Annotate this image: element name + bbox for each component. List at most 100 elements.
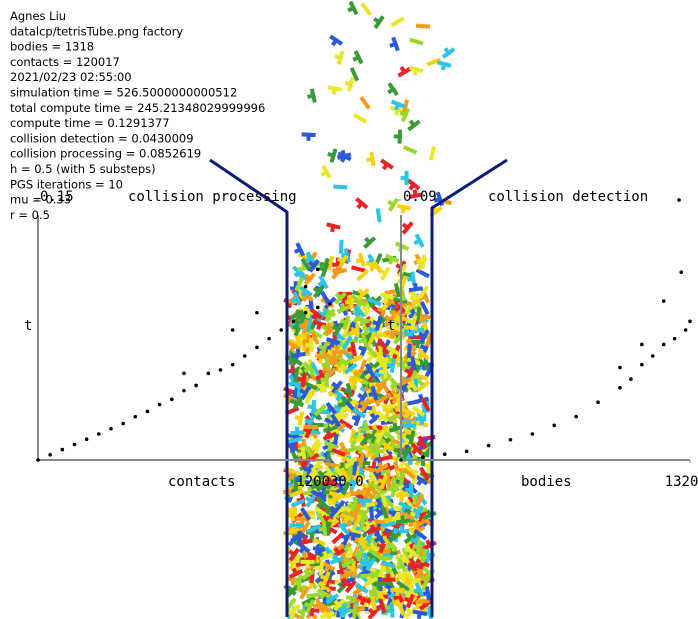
tetris-piece bbox=[341, 556, 356, 569]
tetris-piece bbox=[289, 398, 305, 410]
tetris-piece bbox=[410, 442, 424, 456]
tetris-piece bbox=[312, 546, 328, 556]
piece-stem bbox=[419, 569, 424, 579]
tetris-piece bbox=[407, 562, 423, 569]
piece-bar bbox=[338, 239, 344, 254]
piece-stem bbox=[319, 590, 327, 600]
tetris-piece bbox=[420, 548, 428, 564]
data-point bbox=[530, 432, 535, 436]
piece-bar bbox=[379, 340, 390, 355]
piece-bar bbox=[420, 548, 428, 564]
tetris-piece bbox=[287, 603, 301, 616]
tetris-piece bbox=[398, 500, 413, 513]
data-point bbox=[442, 452, 447, 457]
piece-stem bbox=[290, 295, 300, 303]
piece-stem bbox=[392, 593, 402, 601]
piece-bar bbox=[367, 331, 377, 346]
tetris-piece bbox=[371, 259, 383, 274]
tetris-piece bbox=[317, 275, 329, 290]
tetris-piece bbox=[321, 477, 337, 487]
piece-stem bbox=[387, 199, 397, 208]
piece-bar bbox=[304, 424, 319, 430]
tetris-piece bbox=[313, 403, 327, 417]
tetris-piece bbox=[401, 221, 414, 235]
piece-stem bbox=[366, 156, 375, 163]
tetris-piece bbox=[349, 67, 360, 82]
piece-bar bbox=[311, 537, 326, 546]
piece-stem bbox=[347, 503, 357, 510]
tetris-piece bbox=[300, 559, 315, 568]
piece-stem bbox=[368, 588, 378, 595]
tetris-piece bbox=[404, 593, 415, 609]
piece-stem bbox=[408, 119, 417, 129]
piece-bar bbox=[289, 523, 304, 528]
piece-stem bbox=[316, 310, 326, 319]
tetris-piece bbox=[407, 289, 422, 301]
piece-bar bbox=[379, 493, 389, 508]
piece-stem bbox=[405, 434, 415, 440]
piece-bar bbox=[322, 424, 338, 433]
tetris-piece bbox=[411, 469, 419, 485]
piece-stem bbox=[440, 61, 447, 71]
tetris-piece bbox=[381, 404, 396, 409]
data-point bbox=[618, 365, 622, 370]
piece-stem bbox=[333, 404, 343, 412]
tetris-piece bbox=[297, 382, 302, 397]
data-point bbox=[255, 310, 259, 315]
tetris-piece bbox=[317, 378, 327, 393]
tetris-piece bbox=[344, 294, 355, 310]
tetris-piece bbox=[336, 302, 352, 314]
tetris-piece bbox=[322, 424, 338, 433]
tetris-piece bbox=[404, 606, 418, 619]
y-tick-label: 0.15 bbox=[40, 189, 74, 205]
tetris-piece bbox=[350, 294, 365, 305]
tetris-piece bbox=[386, 358, 396, 374]
piece-stem bbox=[328, 354, 338, 361]
tetris-piece bbox=[396, 558, 408, 573]
tetris-piece bbox=[286, 584, 299, 598]
tetris-piece bbox=[329, 413, 342, 428]
piece-stem bbox=[305, 343, 314, 348]
piece-stem bbox=[316, 321, 323, 330]
tetris-piece bbox=[327, 255, 335, 271]
piece-stem bbox=[293, 535, 302, 541]
piece-stem bbox=[402, 579, 412, 587]
tetris-piece bbox=[304, 494, 317, 508]
data-point bbox=[48, 453, 52, 457]
piece-stem bbox=[382, 406, 392, 414]
tetris-piece bbox=[289, 309, 305, 320]
piece-stem bbox=[334, 292, 344, 302]
tetris-piece bbox=[395, 471, 405, 486]
data-point bbox=[683, 328, 688, 332]
tetris-piece bbox=[380, 440, 394, 453]
tetris-piece bbox=[417, 285, 430, 300]
piece-stem bbox=[366, 350, 376, 359]
piece-stem bbox=[389, 531, 398, 541]
piece-stem bbox=[302, 535, 308, 545]
piece-stem bbox=[364, 236, 373, 246]
piece-stem bbox=[367, 607, 377, 617]
piece-bar bbox=[355, 582, 369, 594]
tetris-piece bbox=[368, 412, 382, 425]
info-line: 2021/02/23 02:55:00 bbox=[10, 70, 132, 84]
tetris-piece bbox=[340, 467, 350, 482]
tetris-piece bbox=[405, 498, 417, 513]
piece-stem bbox=[399, 65, 408, 75]
piece-stem bbox=[415, 340, 420, 349]
tetris-piece bbox=[318, 262, 330, 278]
tetris-piece bbox=[360, 2, 372, 16]
data-point bbox=[121, 421, 125, 426]
piece-stem bbox=[369, 524, 377, 534]
data-point bbox=[303, 310, 308, 315]
piece-bar bbox=[380, 504, 389, 519]
tetris-piece bbox=[319, 610, 335, 619]
tetris-piece bbox=[414, 493, 425, 509]
data-point bbox=[552, 423, 557, 428]
tetris-piece bbox=[413, 233, 425, 248]
piece-bar bbox=[375, 208, 382, 223]
tetris-piece bbox=[390, 16, 405, 28]
tetris-piece bbox=[358, 359, 368, 374]
tetris-piece bbox=[332, 322, 344, 337]
piece-stem bbox=[318, 369, 325, 379]
tetris-piece bbox=[297, 372, 308, 388]
